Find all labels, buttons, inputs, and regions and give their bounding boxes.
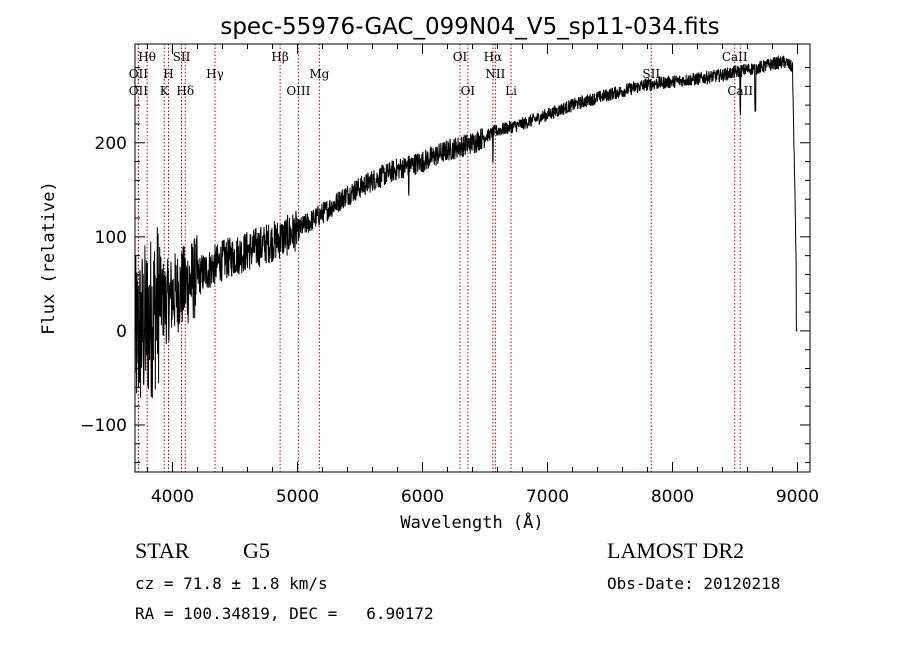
- coordinates: RA = 100.34819, DEC = 6.90172: [135, 604, 434, 623]
- spectral-line-label: OII: [129, 67, 149, 81]
- spectral-line-label: Hδ: [176, 84, 194, 98]
- x-tick-label: 6000: [401, 487, 444, 507]
- spectral-line-label: Mg: [309, 67, 329, 81]
- object-class: STAR: [135, 538, 190, 563]
- spectral-line-label: Hα: [484, 50, 503, 64]
- redshift-velocity: cz = 71.8 ± 1.8 km/s: [135, 574, 328, 593]
- y-tick-label: 100: [95, 228, 127, 248]
- y-tick-label: 0: [116, 322, 127, 342]
- object-subclass: G5: [243, 538, 270, 563]
- spectral-line-label: K: [160, 84, 170, 98]
- x-tick-label: 9000: [776, 487, 819, 507]
- spectral-line-label: Hβ: [271, 50, 288, 64]
- x-axis-label: Wavelength (Å): [400, 511, 543, 533]
- observation-date: Obs-Date: 20120218: [607, 574, 781, 593]
- y-tick-label: 200: [95, 134, 127, 154]
- y-axis: −100 0 100 200: [80, 67, 810, 464]
- x-tick-label: 5000: [276, 487, 319, 507]
- spectral-line-label: OIII: [286, 84, 310, 98]
- x-axis: 4000 5000 6000 7000 8000 9000: [147, 44, 819, 507]
- y-axis-label: Flux (relative): [39, 181, 59, 335]
- spectral-line-label: SII: [642, 67, 660, 81]
- x-tick-label: 7000: [526, 487, 569, 507]
- spectral-line-label: OI: [453, 50, 468, 64]
- survey-name: LAMOST DR2: [607, 538, 745, 563]
- spectral-line-label: Hθ: [138, 50, 156, 64]
- spectral-line-label: Hγ: [206, 67, 224, 81]
- spectrum-series: [134, 54, 798, 399]
- x-tick-label: 4000: [151, 487, 194, 507]
- x-tick-label: 8000: [651, 487, 694, 507]
- spectrum-line: [134, 54, 798, 399]
- spectral-line-label: OII: [129, 84, 149, 98]
- spectral-line-label: CaII: [722, 50, 748, 64]
- spectral-line-label: Li: [505, 84, 517, 98]
- y-tick-label: −100: [80, 416, 127, 436]
- chart-title: spec-55976-GAC_099N04_V5_sp11-034.fits: [220, 14, 719, 40]
- spectral-line-label: SII: [173, 50, 191, 64]
- spectral-line-label: H: [163, 67, 173, 81]
- spectral-line-label: NII: [485, 67, 505, 81]
- spectral-line-label: OI: [461, 84, 476, 98]
